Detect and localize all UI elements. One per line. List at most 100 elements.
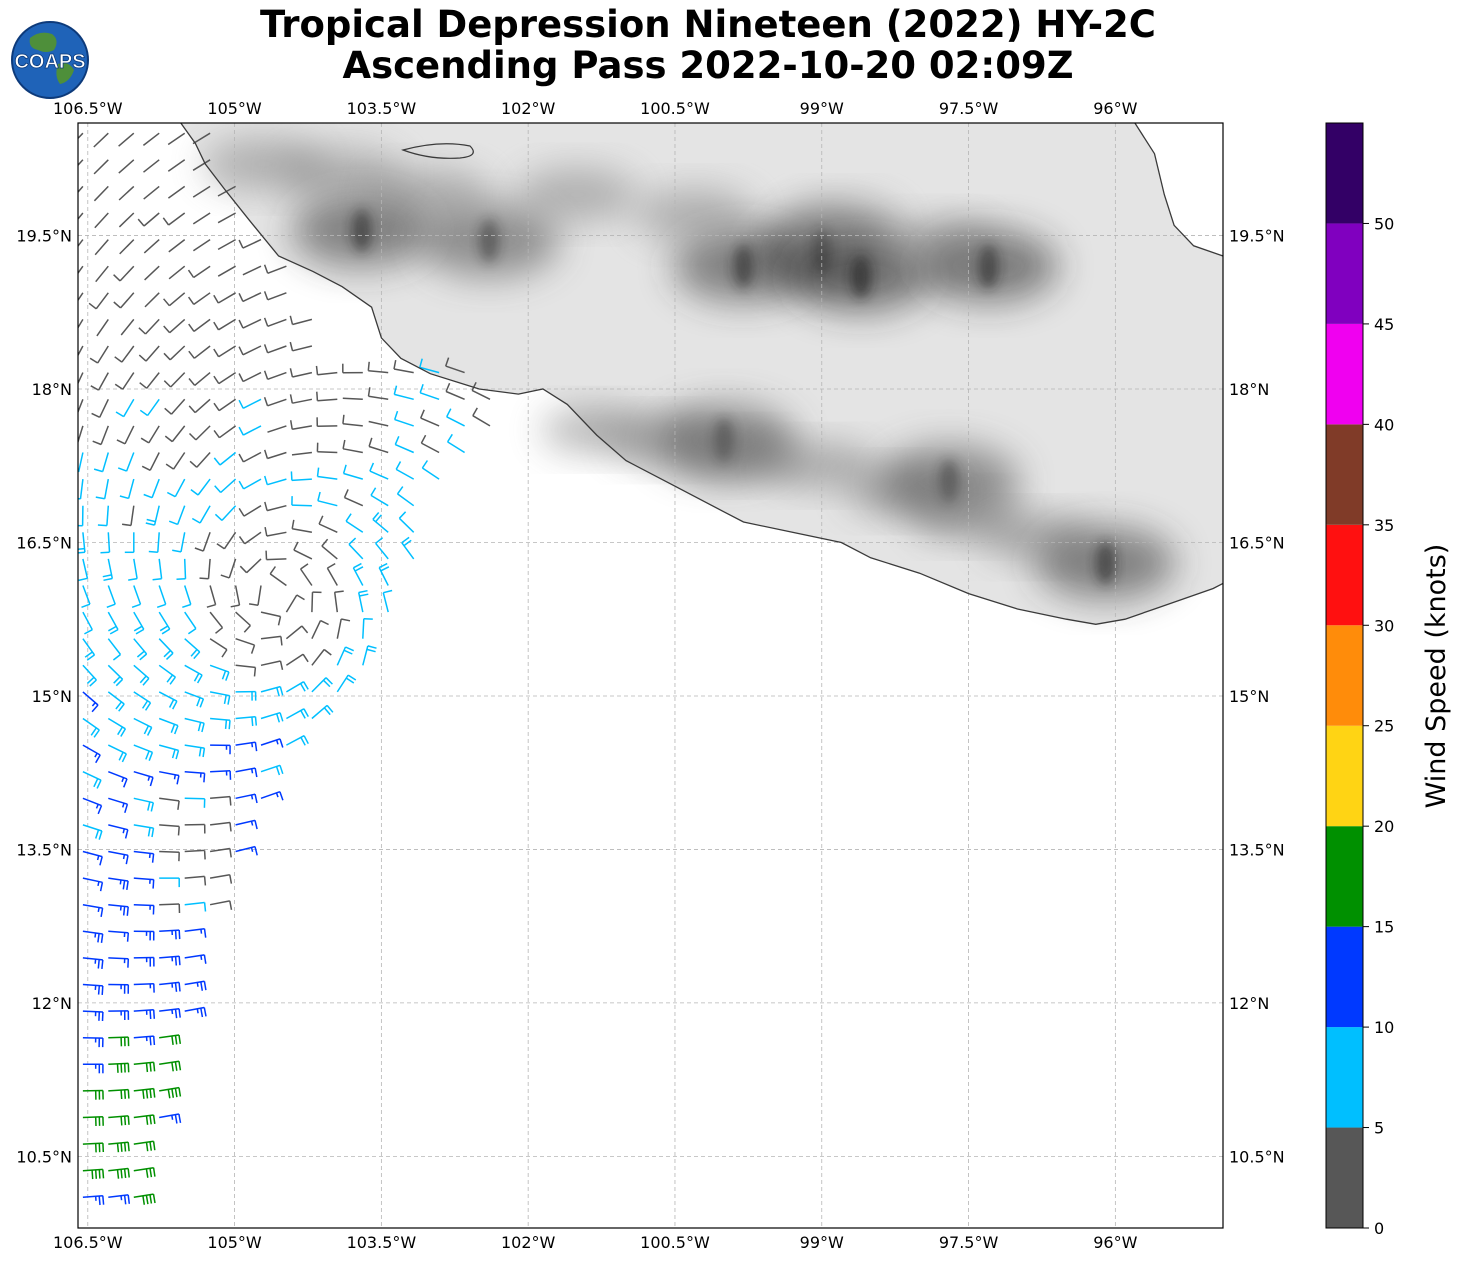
barb-flag [348,537,357,545]
barb-flag [91,704,99,713]
wind-barb [342,414,363,427]
barb-shaft [218,425,237,439]
barb-flag [149,1010,152,1020]
lat-label-left-5: 12°N [32,994,72,1013]
barb-shaft [78,239,84,248]
wind-barb [82,1036,104,1048]
wind-barb [102,558,114,582]
wind-barb [82,1168,105,1180]
barb-flag [86,654,95,661]
barb-flag [100,907,104,918]
barb-flag [148,550,158,553]
barb-flag [194,547,204,552]
barb-shaft [234,585,241,606]
wind-barb [114,372,135,390]
barb-flag [188,405,196,414]
barb-flag [100,551,110,554]
barb-shaft [107,717,126,730]
barb-flag [116,1063,119,1073]
wind-barb [82,744,101,764]
barb-flag [123,1142,127,1152]
barb-flag [369,462,375,472]
colorbar-tick-label-9: 45 [1374,315,1394,334]
barb-flag [264,526,268,537]
barb-shaft [108,1115,129,1119]
barb-shaft [209,611,224,629]
barb-shaft [362,645,369,666]
terrain-band-3 [766,443,877,488]
barb-flag [353,562,362,569]
barb-flag [121,753,127,763]
wind-barb [78,399,84,414]
wind-barb [209,847,232,858]
wind-barb [89,345,109,364]
wind-barb [133,903,155,915]
wind-barb [248,585,262,606]
wind-barb [124,532,135,554]
barb-shaft [82,611,93,631]
barb-shaft [368,395,389,401]
barb-shaft [217,238,236,251]
wind-barb [133,982,155,993]
wind-barb [184,770,206,783]
barb-shaft [93,159,109,175]
barb-flag [126,932,130,942]
barb-shaft [159,797,180,802]
barb-shaft [209,691,230,697]
barb-flag [152,1193,156,1204]
barb-shaft [235,845,256,853]
barb-flag [108,625,117,632]
barb-flag [215,627,223,634]
wind-barb [311,704,334,720]
coastline-path [180,123,1223,625]
wind-barb [82,903,104,918]
barb-flag [156,603,166,609]
colorbar-frame [1325,122,1364,1229]
title-block: Tropical Depression Nineteen (2022) HY-2… [0,4,1416,86]
wind-barb [120,318,135,336]
lon-label-bottom-6: 97.5°W [939,1233,999,1252]
barb-flag [275,766,281,776]
wind-barb [267,425,287,433]
barb-shaft [78,212,84,221]
wind-barb [138,318,160,335]
wind-barb [213,371,237,385]
barb-flag [229,796,232,806]
colorbar-tick-label-6: 30 [1374,616,1394,635]
wind-barb [367,387,389,401]
barb-shaft [397,493,415,507]
lat-label-right-4: 13.5°N [1229,840,1285,859]
barb-shaft [78,425,84,445]
barb-flag [176,775,180,785]
barb-flag [398,511,407,519]
barb-flag [128,577,138,581]
wind-barb [78,452,84,473]
barb-flag [375,514,382,523]
wind-barb [315,365,338,376]
barb-shaft [260,660,281,667]
barb-shaft [133,850,154,855]
barb-flag [65,332,73,337]
wind-barb [167,132,186,146]
wind-barb [107,744,127,763]
barb-flag [120,1063,123,1073]
barb-flag [91,1170,94,1180]
barb-flag [151,827,155,838]
colorbar-tick-label-2: 10 [1374,1018,1394,1037]
barb-flag [200,929,203,934]
wind-barb [184,744,206,758]
barb-shaft [143,239,160,254]
barb-flag [393,359,397,370]
wind-barb [242,265,262,276]
wind-barb [214,478,237,494]
barb-flag [196,697,201,707]
wind-barb [326,562,338,586]
wind-barb [159,770,180,785]
barb-shaft [291,451,312,456]
barb-flag [300,563,309,570]
wind-barb [419,358,440,374]
wind-barb [260,611,282,626]
barb-shaft [420,417,440,427]
wind-barb [131,585,142,609]
barb-shaft [192,212,211,225]
